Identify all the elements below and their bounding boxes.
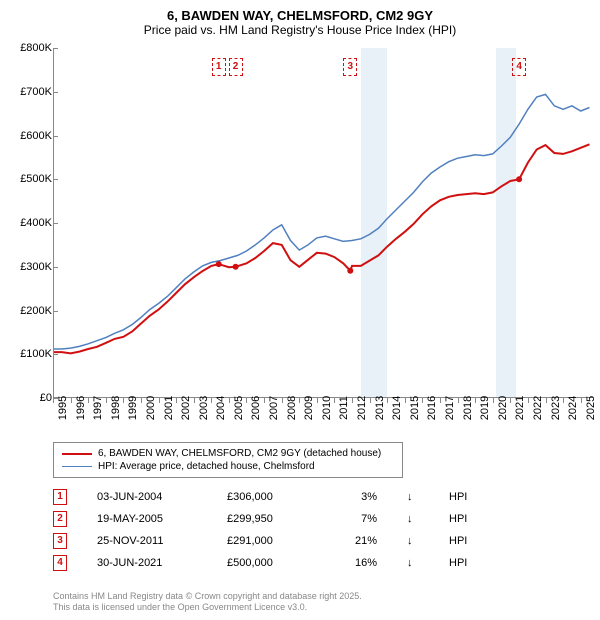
y-tick-label: £200K <box>20 305 52 317</box>
footer-attribution: Contains HM Land Registry data © Crown c… <box>53 591 362 614</box>
y-tick-label: £100K <box>20 348 52 360</box>
x-tick-label: 2001 <box>163 396 175 420</box>
chart-subtitle: Price paid vs. HM Land Registry's House … <box>0 23 600 43</box>
chart-plot-area <box>53 48 593 398</box>
x-tick-label: 2013 <box>374 396 386 420</box>
x-tick-label: 2008 <box>286 396 298 420</box>
sale-marker-3: 3 <box>343 58 357 76</box>
chart-svg <box>53 48 593 398</box>
series-price_paid <box>53 144 590 353</box>
x-tick-label: 2018 <box>462 396 474 420</box>
x-tick-label: 2020 <box>497 396 509 420</box>
y-tick-label: £400K <box>20 217 52 229</box>
legend-item: HPI: Average price, detached house, Chel… <box>62 460 394 473</box>
x-tick-label: 2017 <box>444 396 456 420</box>
x-tick-label: 2024 <box>567 396 579 420</box>
x-tick-label: 2011 <box>338 396 350 420</box>
x-tick-label: 2007 <box>268 396 280 420</box>
x-tick-label: 2000 <box>145 396 157 420</box>
x-tick-label: 2006 <box>250 396 262 420</box>
sale-marker-2: 2 <box>229 58 243 76</box>
x-tick-label: 2021 <box>514 396 526 420</box>
x-tick-label: 2004 <box>215 396 227 420</box>
x-tick-label: 2005 <box>233 396 245 420</box>
x-tick-label: 2022 <box>532 396 544 420</box>
footer-line-2: This data is licensed under the Open Gov… <box>53 602 362 614</box>
x-tick-label: 1999 <box>127 396 139 420</box>
x-tick-label: 2025 <box>585 396 597 420</box>
y-tick-label: £800K <box>20 42 52 54</box>
x-tick-label: 2003 <box>198 396 210 420</box>
y-tick-label: £300K <box>20 261 52 273</box>
x-tick-label: 1998 <box>110 396 122 420</box>
sales-table: 103-JUN-2004£306,0003%↓HPI219-MAY-2005£2… <box>53 486 467 574</box>
x-tick-label: 2015 <box>409 396 421 420</box>
x-tick-label: 2009 <box>303 396 315 420</box>
x-tick-label: 1996 <box>75 396 87 420</box>
x-tick-label: 2019 <box>479 396 491 420</box>
legend-item: 6, BAWDEN WAY, CHELMSFORD, CM2 9GY (deta… <box>62 447 394 460</box>
x-tick-label: 1995 <box>57 396 69 420</box>
sales-row: 430-JUN-2021£500,00016%↓HPI <box>53 552 467 574</box>
y-tick-label: £700K <box>20 86 52 98</box>
sales-row: 219-MAY-2005£299,9507%↓HPI <box>53 508 467 530</box>
x-tick-label: 2002 <box>180 396 192 420</box>
footer-line-1: Contains HM Land Registry data © Crown c… <box>53 591 362 603</box>
sales-row: 325-NOV-2011£291,00021%↓HPI <box>53 530 467 552</box>
x-tick-label: 2012 <box>356 396 368 420</box>
x-tick-label: 2014 <box>391 396 403 420</box>
legend: 6, BAWDEN WAY, CHELMSFORD, CM2 9GY (deta… <box>53 442 403 478</box>
x-tick-label: 2010 <box>321 396 333 420</box>
sales-row: 103-JUN-2004£306,0003%↓HPI <box>53 486 467 508</box>
chart-title: 6, BAWDEN WAY, CHELMSFORD, CM2 9GY <box>0 0 600 23</box>
x-tick-label: 2016 <box>426 396 438 420</box>
sale-marker-4: 4 <box>512 58 526 76</box>
series-hpi <box>53 94 590 349</box>
x-tick-label: 2023 <box>550 396 562 420</box>
x-tick-label: 1997 <box>92 396 104 420</box>
y-tick-label: £0 <box>40 392 52 404</box>
y-tick-label: £500K <box>20 173 52 185</box>
y-tick-label: £600K <box>20 130 52 142</box>
sale-marker-1: 1 <box>212 58 226 76</box>
